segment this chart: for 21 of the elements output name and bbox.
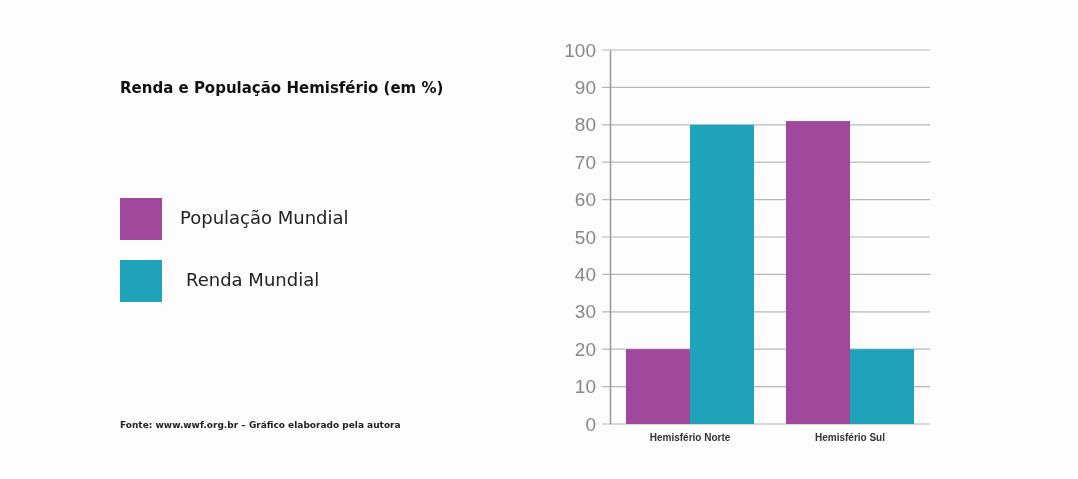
y-tick-label: 90	[574, 76, 596, 98]
x-tick-label: Hemisfério Sul	[814, 432, 886, 444]
bar	[850, 349, 914, 424]
bar	[626, 349, 690, 424]
legend-label: População Mundial	[180, 207, 349, 228]
y-tick-label: 80	[574, 114, 596, 136]
legend-label: Renda Mundial	[186, 269, 320, 290]
y-tick-label: 70	[574, 151, 596, 173]
text: Renda e População Hemisfério (em %)	[120, 79, 444, 97]
source-note: Fonte: www.wwf.org.br – Gráfico elaborado pela autora	[120, 420, 401, 430]
y-tick-label: 100	[564, 39, 596, 61]
y-tick-label: 0	[585, 413, 596, 435]
y-tick-label: 40	[574, 263, 596, 285]
y-tick-label: 20	[574, 338, 596, 360]
y-tick-label: 50	[574, 226, 596, 248]
y-tick-label: 10	[574, 376, 596, 398]
x-tick-label: Hemisfério Norte	[649, 432, 731, 444]
bar	[690, 124, 754, 424]
y-tick-label: 30	[574, 301, 596, 323]
bar	[786, 121, 850, 424]
y-tick-label: 60	[574, 189, 596, 211]
